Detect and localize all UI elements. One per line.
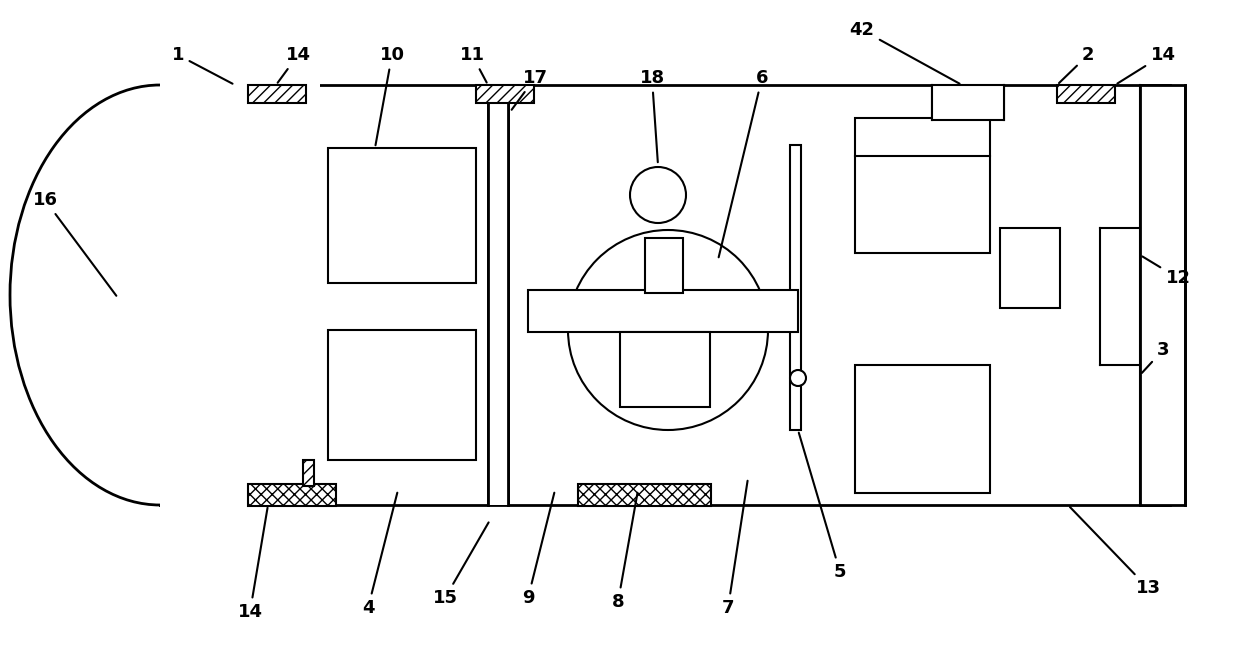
Bar	[160, 80, 320, 510]
Text: 8: 8	[611, 493, 637, 611]
Text: 14: 14	[1117, 46, 1176, 83]
Bar	[790, 145, 801, 430]
Ellipse shape	[10, 85, 310, 505]
Bar	[248, 484, 336, 506]
Text: 5: 5	[799, 433, 846, 581]
Text: 12: 12	[1142, 256, 1190, 287]
Text: 18: 18	[640, 69, 665, 162]
Bar	[160, 85, 1171, 505]
Text: 14: 14	[278, 46, 310, 83]
Text: 14: 14	[238, 508, 268, 621]
Text: 6: 6	[719, 69, 769, 257]
Text: 3: 3	[1142, 341, 1169, 373]
Bar	[476, 85, 534, 103]
Text: 16: 16	[32, 191, 117, 296]
Text: 1: 1	[172, 46, 233, 84]
Text: 7: 7	[722, 480, 748, 617]
Bar	[1140, 85, 1185, 505]
Text: 17: 17	[512, 69, 548, 110]
Bar	[999, 228, 1060, 308]
Bar	[303, 135, 314, 425]
Text: 11: 11	[460, 46, 486, 83]
Bar	[856, 365, 990, 493]
Bar	[228, 315, 300, 435]
Bar	[248, 85, 306, 103]
Bar	[329, 148, 476, 283]
Text: 13: 13	[1070, 507, 1161, 597]
Text: 10: 10	[376, 46, 404, 145]
Text: 9: 9	[522, 493, 554, 607]
Text: 2: 2	[1059, 46, 1094, 83]
Circle shape	[630, 167, 686, 223]
Bar	[856, 118, 990, 253]
Bar	[329, 330, 476, 460]
Bar	[620, 332, 711, 407]
Bar	[645, 238, 683, 293]
Bar	[578, 484, 711, 506]
Bar	[528, 290, 799, 332]
Circle shape	[193, 356, 221, 384]
Bar	[303, 460, 314, 486]
Bar	[932, 85, 1004, 120]
Circle shape	[568, 230, 768, 430]
Bar	[489, 85, 508, 505]
Circle shape	[790, 370, 806, 386]
Text: 42: 42	[849, 21, 960, 84]
Text: 15: 15	[433, 522, 489, 607]
Text: 4: 4	[362, 493, 397, 617]
Bar	[1056, 85, 1115, 103]
